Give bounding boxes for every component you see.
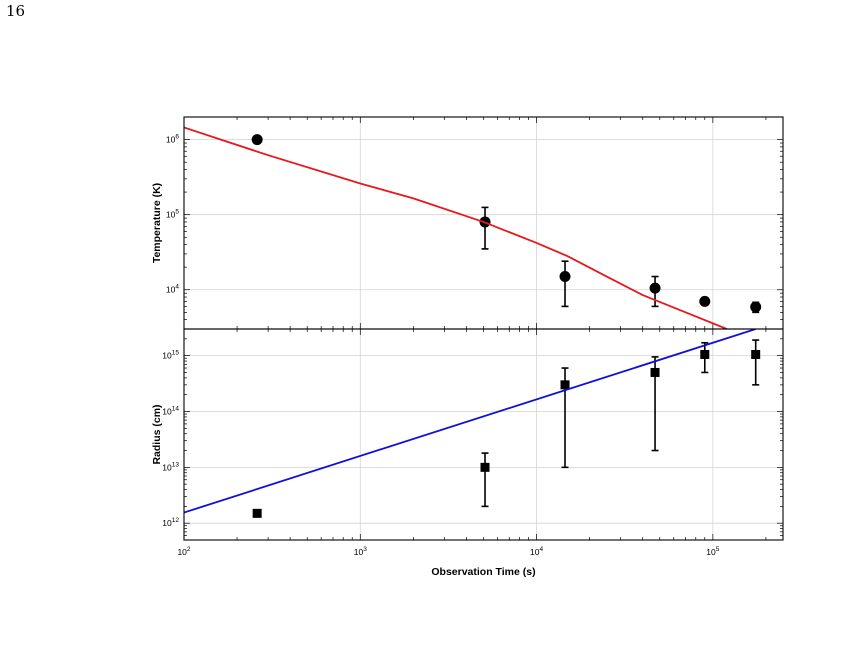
model-curve <box>184 329 756 514</box>
radius-panel: 1012 1013 1014 1015 102 103 104 105 Observation … <box>151 328 784 578</box>
axis-ticks <box>183 328 783 541</box>
y-tick-label: 1013 <box>162 461 179 472</box>
plot-data <box>184 126 762 329</box>
error-bar <box>481 452 489 508</box>
data-point <box>480 462 490 472</box>
plot-frame <box>183 328 784 541</box>
y-tick-label: 1012 <box>162 517 179 528</box>
y-axis-title: Radius (cm) <box>151 404 163 464</box>
data-point <box>649 282 661 294</box>
x-tick-label: 105 <box>706 546 719 557</box>
data-point <box>559 271 571 283</box>
data-point <box>700 349 710 359</box>
y-tick-label: 1015 <box>162 350 179 361</box>
data-point <box>750 301 762 313</box>
model-curve <box>184 126 728 329</box>
y-tick-label: 1014 <box>162 405 179 416</box>
error-bar <box>481 206 489 250</box>
x-tick-label: 102 <box>177 546 190 557</box>
error-bar <box>752 339 760 386</box>
data-point <box>699 295 711 307</box>
y-axis-title: Temperature (K) <box>151 183 163 263</box>
x-tick-label: 104 <box>530 546 543 557</box>
temperature-panel: 104 105 106 Temperature (K) <box>151 116 784 330</box>
y-tick-label: 105 <box>166 209 179 220</box>
error-bar <box>561 260 569 308</box>
page-number: 16 <box>6 2 26 20</box>
data-point <box>650 367 660 377</box>
x-axis-title: Observation Time (s) <box>431 566 535 578</box>
plot-data <box>184 329 761 518</box>
data-point <box>560 380 570 390</box>
data-point <box>251 134 263 146</box>
y-tick-label: 106 <box>166 134 179 145</box>
x-tick-label: 103 <box>354 546 367 557</box>
y-tick-label: 104 <box>166 284 179 295</box>
data-point <box>751 349 761 359</box>
data-point <box>252 508 262 518</box>
